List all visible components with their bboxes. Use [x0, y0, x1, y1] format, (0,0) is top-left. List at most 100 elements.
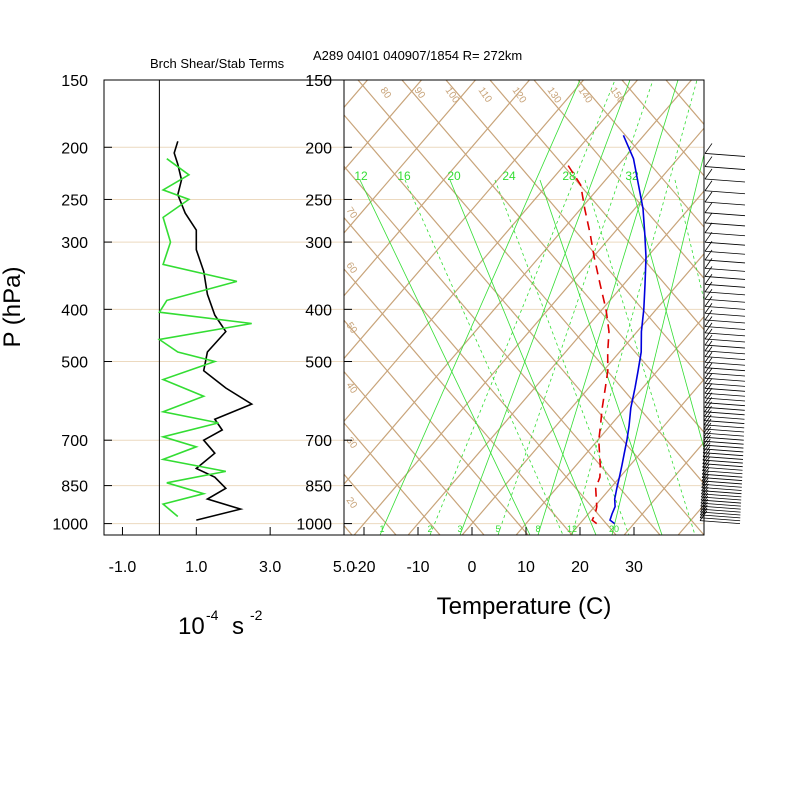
mixing-ratio-line [571, 80, 698, 535]
wind-barb [704, 382, 746, 387]
units-base: 10 [178, 613, 205, 640]
right-panel-title: A289 04I01 040907/1854 R= 272km [313, 48, 522, 63]
wind-barb [704, 241, 746, 246]
wind-barb-feather [701, 480, 709, 491]
isotherm [786, 80, 800, 535]
wind-barb-feather [704, 202, 713, 213]
isotherm [569, 378, 704, 535]
isotherm [344, 80, 476, 234]
wind-barb [704, 332, 746, 337]
dry-adiabat [0, 80, 308, 535]
wind-barb [704, 356, 746, 361]
wind-barb-feather [704, 316, 713, 327]
wind-barb [704, 424, 745, 429]
wind-barb [704, 377, 746, 382]
mixing-ratio-label: 1 [379, 524, 384, 534]
wind-barb-feather [704, 212, 713, 224]
y-tick-label: 400 [61, 302, 88, 319]
y-tick-label: 850 [305, 479, 332, 496]
isotherm [407, 190, 704, 535]
mixing-ratio-label: 8 [535, 524, 540, 534]
wind-barb [704, 201, 746, 206]
wind-barb-feather [704, 397, 713, 408]
mixing-ratio-label: 5 [495, 524, 500, 534]
y-tick-label: 500 [305, 355, 332, 372]
y-tick-label: 300 [305, 235, 332, 252]
wind-barb-feather [704, 274, 713, 285]
isotherm [344, 80, 530, 297]
wind-barb-feather [702, 460, 710, 471]
wind-barb-feather [704, 156, 713, 167]
mixing-ratio-line [537, 80, 679, 535]
dry-adiabat [0, 80, 220, 535]
units-unit: s [232, 613, 244, 640]
isotherm [515, 315, 704, 535]
y-tick-label: 300 [61, 235, 88, 252]
wind-barb [702, 459, 743, 464]
wind-barb [703, 440, 744, 445]
wind-barb-feather [704, 143, 713, 154]
isotherm [344, 80, 692, 485]
wind-barb [701, 499, 742, 504]
wind-barb [704, 291, 746, 296]
dry-adiabat [357, 80, 704, 485]
wind-barb [703, 448, 744, 453]
isotherm [0, 80, 205, 535]
wind-barb-feather [700, 489, 709, 501]
isotherm [623, 441, 704, 535]
wind-barb-feather [704, 322, 713, 334]
mixing-ratio-line [429, 80, 616, 535]
wind-barb [704, 298, 746, 303]
adiabat-label: 20 [344, 495, 360, 511]
moist-adiabat-line [359, 179, 531, 535]
dry-adiabat [344, 319, 529, 535]
x-tick-label: 20 [571, 559, 589, 576]
wind-barb [701, 496, 742, 501]
wind-barb-feather [702, 457, 710, 468]
wind-barb [700, 511, 741, 516]
moist-adiabat-line [674, 179, 704, 302]
wind-barb [704, 402, 745, 407]
wind-barb [704, 361, 746, 366]
wind-barb [704, 276, 746, 280]
isotherm [344, 80, 638, 423]
adiabat-label: 130 [545, 85, 564, 105]
wind-barb [704, 392, 746, 397]
dry-adiabat [754, 80, 800, 535]
moist-adiabat-line [449, 179, 597, 535]
wind-barb-feather [704, 328, 713, 340]
wind-barb [704, 153, 746, 157]
adiabat-label: 80 [378, 85, 394, 101]
wind-barb [704, 250, 746, 255]
adiabat-label: 40 [344, 380, 360, 396]
isotherm [461, 252, 704, 535]
wind-barb-feather [704, 168, 713, 180]
wind-barb-feather [701, 483, 709, 495]
wind-barb [704, 406, 745, 411]
dry-adiabat [401, 80, 704, 434]
wind-barb [704, 222, 746, 227]
dry-adiabat [445, 80, 704, 382]
x-tick-label: 10 [517, 559, 535, 576]
adiabat-label: 110 [476, 85, 494, 105]
x-tick-label: -10 [406, 559, 429, 576]
wind-barb [704, 190, 746, 195]
wind-barb [704, 428, 745, 433]
wind-barb [704, 420, 745, 424]
wind-barb [701, 493, 742, 498]
wind-barb [704, 283, 746, 288]
wind-barb [704, 415, 745, 420]
adiabat-label: 120 [510, 85, 529, 105]
wind-barb-feather [701, 470, 710, 482]
adiabat-label: 150 [608, 85, 627, 105]
wind-barb [703, 436, 744, 441]
temperature-line [609, 134, 647, 525]
mixing-ratio-line [497, 80, 654, 535]
wind-barb [704, 305, 746, 310]
moist-adiabat-line [404, 179, 564, 535]
dry-adiabat [344, 165, 661, 535]
wind-barb-feather [701, 463, 710, 475]
wind-barb-feather [702, 442, 711, 453]
wind-barb [701, 487, 742, 491]
